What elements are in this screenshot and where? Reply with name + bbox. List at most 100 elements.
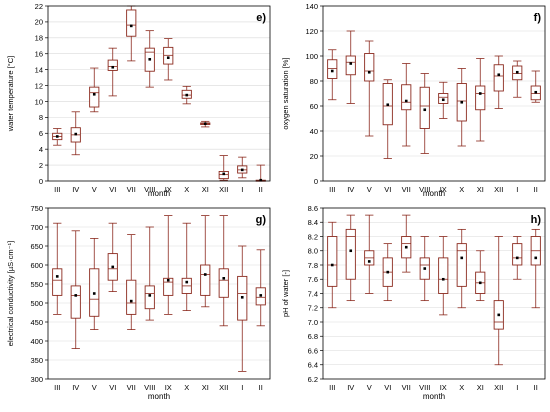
mean-marker (404, 99, 408, 103)
box-x (181, 222, 192, 311)
box-iqr (218, 268, 229, 298)
y-tick-label: 60 (310, 102, 318, 111)
y-tick-label: 120 (305, 27, 318, 36)
box-iii (327, 49, 338, 101)
y-tick-label: 6.6 (308, 346, 318, 355)
x-tick-label: V (92, 185, 97, 194)
mean-marker (460, 100, 464, 104)
y-tick-label: 7.0 (308, 318, 318, 327)
box-xii (218, 215, 229, 327)
x-tick-label: XII (494, 383, 503, 392)
x-axis-title: month (148, 392, 170, 401)
mean-marker (129, 299, 133, 303)
x-axis-title: month (423, 189, 445, 198)
mean-marker (222, 277, 226, 280)
mean-marker (111, 65, 115, 69)
box-iqr (107, 59, 118, 71)
box-ii (255, 164, 266, 182)
box-i (512, 60, 523, 98)
box-v (89, 67, 100, 113)
box-iv (70, 111, 81, 156)
x-tick-label: II (259, 185, 263, 194)
y-tick-label: 8.0 (308, 247, 318, 256)
mean-marker (240, 168, 244, 172)
box-viii (144, 226, 155, 321)
y-tick-label: 22 (35, 2, 43, 11)
box-vi (107, 222, 118, 292)
box-iqr (493, 64, 504, 92)
mean-marker (92, 92, 96, 96)
mean-marker (240, 296, 244, 299)
box-vi (382, 79, 393, 159)
mean-marker (404, 245, 408, 249)
y-tick-label: 550 (30, 280, 43, 289)
y-tick-label: 8 (39, 113, 43, 122)
box-iqr (126, 279, 137, 315)
x-tick-label: IV (72, 383, 79, 392)
box-vii (126, 5, 137, 62)
y-tick-label: 600 (30, 261, 43, 270)
box-xi (475, 58, 486, 142)
chart-panel-water-temperature: 0 2 4 6 8 10 12 14 16 18 20 22 III IV V VI VII VIII IX X XI X… (0, 0, 275, 203)
y-tick-label: 650 (30, 242, 43, 251)
y-tick-label: 6.8 (308, 332, 318, 341)
box-ii (530, 228, 541, 309)
box-vii (401, 63, 412, 147)
y-tick-label: 40 (310, 127, 318, 136)
x-tick-label: II (259, 383, 263, 392)
box-viii (419, 73, 430, 154)
y-tick-label: 16 (35, 50, 43, 59)
x-tick-label: III (54, 185, 60, 194)
box-iqr (345, 55, 356, 76)
mean-marker (441, 98, 445, 102)
box-iqr (163, 277, 174, 296)
x-tick-label: VII (402, 185, 411, 194)
y-tick-label: 350 (30, 356, 43, 365)
y-tick-label: 700 (30, 223, 43, 232)
y-tick-label: 80 (310, 77, 318, 86)
box-x (456, 228, 467, 309)
box-ix (438, 81, 449, 119)
mean-marker (367, 70, 371, 74)
mean-marker (349, 62, 353, 65)
x-tick-label: X (459, 185, 464, 194)
y-tick-label: 300 (30, 375, 43, 384)
mean-marker (497, 313, 501, 317)
x-tick-label: VI (109, 383, 116, 392)
x-tick-label: XI (202, 383, 209, 392)
mean-marker (386, 103, 390, 107)
chart-panel-electrical-conductivity: 300 350 400 450 500 550 600 650 700 750 III IV V VI VI… (0, 203, 275, 407)
box-iii (327, 221, 338, 309)
box-iqr (475, 85, 486, 111)
box-viii (419, 236, 430, 302)
y-tick-label: 8.2 (308, 232, 318, 241)
box-ix (163, 215, 174, 315)
box-i (237, 156, 248, 179)
box-iii (52, 222, 63, 315)
y-tick-label: 20 (35, 18, 43, 27)
y-tick-label: 7.4 (308, 289, 318, 298)
panel-label: e) (256, 12, 266, 24)
panel-label: g) (256, 214, 267, 226)
box-iqr (401, 84, 412, 111)
box-viii (144, 30, 155, 88)
x-tick-label: XI (202, 185, 209, 194)
mean-marker (259, 294, 263, 297)
x-tick-label: IV (347, 185, 354, 194)
mean-marker (129, 24, 133, 28)
chart-panel-oxygen-saturation: 0 20 40 60 80 100 120 140 III IV V VI VII VIII IX X XI XI… (275, 0, 550, 203)
mean-marker (74, 294, 78, 297)
box-xii (493, 55, 504, 109)
x-tick-label: VI (384, 185, 391, 194)
box-i (237, 245, 248, 372)
box-iqr (144, 285, 155, 310)
box-ix (163, 38, 174, 81)
x-tick-label: VIII (419, 383, 430, 392)
y-tick-label: 12 (35, 81, 43, 90)
y-tick-label: 18 (35, 34, 43, 43)
plot-frame (47, 5, 271, 182)
y-tick-label: 140 (305, 2, 318, 11)
box-iv (345, 30, 356, 104)
